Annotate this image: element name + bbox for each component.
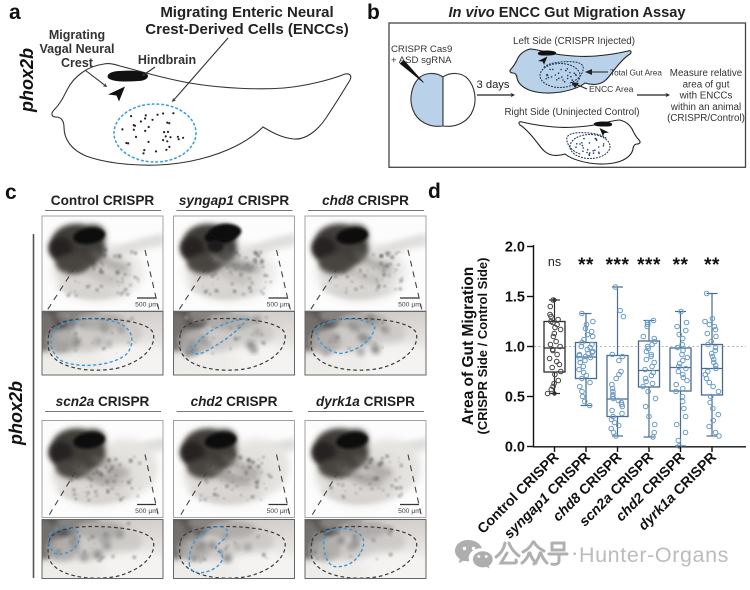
svg-text:CRISPR Cas9: CRISPR Cas9 [391,44,452,55]
svg-text:phox2b: phox2b [17,48,37,113]
svg-text:500 μm: 500 μm [398,508,421,515]
svg-text:500 μm: 500 μm [135,302,158,309]
svg-text:Vagal Neural: Vagal Neural [39,42,114,56]
svg-text:phox2b: phox2b [6,381,26,446]
svg-text:a: a [9,1,21,24]
svg-text:d: d [428,180,441,203]
svg-text:Right Side (Uninjected Control: Right Side (Uninjected Control) [504,107,639,118]
svg-text:500 μm: 500 μm [267,508,290,515]
svg-text:1.0: 1.0 [505,340,525,356]
svg-text:1.5: 1.5 [505,290,525,306]
svg-text:Hunter-Organs: Hunter-Organs [579,543,729,567]
svg-text:Migrating Enteric Neural: Migrating Enteric Neural [160,4,333,21]
svg-text:0.0: 0.0 [505,440,525,456]
svg-text:scn2a CRISPR: scn2a CRISPR [56,394,150,409]
svg-text:with ENCCs: with ENCCs [679,91,733,102]
svg-text:+ ASD sgRNA: + ASD sgRNA [391,55,452,66]
svg-text:Measure relative: Measure relative [670,68,743,79]
svg-text:2.0: 2.0 [505,240,525,256]
svg-text:·: · [571,540,578,565]
svg-text:c: c [5,181,17,204]
svg-text:**: ** [673,255,689,276]
svg-text:within an animal: within an animal [670,102,741,113]
svg-text:500 μm: 500 μm [267,302,290,309]
svg-text:chd2 CRISPR: chd2 CRISPR [191,394,278,409]
svg-text:***: *** [606,255,630,276]
svg-text:(CRISPR/Control): (CRISPR/Control) [667,113,745,124]
svg-text:(CRISPR Side / Control Side): (CRISPR Side / Control Side) [475,258,490,435]
svg-text:3 days: 3 days [477,79,510,91]
svg-text:Control CRISPR: Control CRISPR [51,193,155,208]
svg-text:Crest-Derived Cells (ENCCs): Crest-Derived Cells (ENCCs) [145,21,348,38]
svg-text:500 μm: 500 μm [398,302,421,309]
svg-text:Area of Gut Migration: Area of Gut Migration [460,267,477,425]
svg-text:Crest: Crest [61,56,94,70]
svg-text:area of gut: area of gut [683,79,730,90]
svg-text:Total Gut Area: Total Gut Area [610,69,662,78]
svg-text:0.5: 0.5 [505,390,525,406]
svg-text:chd8 CRISPR: chd8 CRISPR [322,193,409,208]
svg-text:500 μm: 500 μm [135,508,158,515]
svg-text:b: b [367,1,380,24]
svg-text:ENCC Area: ENCC Area [589,84,634,94]
svg-text:ns: ns [548,255,561,269]
svg-text:Left Side (CRISPR Injected): Left Side (CRISPR Injected) [513,36,635,47]
svg-text:***: *** [637,255,661,276]
svg-text:In vivo ENCC Gut Migration Ass: In vivo ENCC Gut Migration Assay [448,5,686,21]
svg-text:**: ** [578,255,594,276]
svg-text:Migrating: Migrating [49,28,105,42]
svg-text:**: ** [704,255,720,276]
svg-text:dyrk1a CRISPR: dyrk1a CRISPR [316,394,415,409]
svg-text:Hindbrain: Hindbrain [138,53,196,67]
svg-text:syngap1 CRISPR: syngap1 CRISPR [179,193,289,208]
